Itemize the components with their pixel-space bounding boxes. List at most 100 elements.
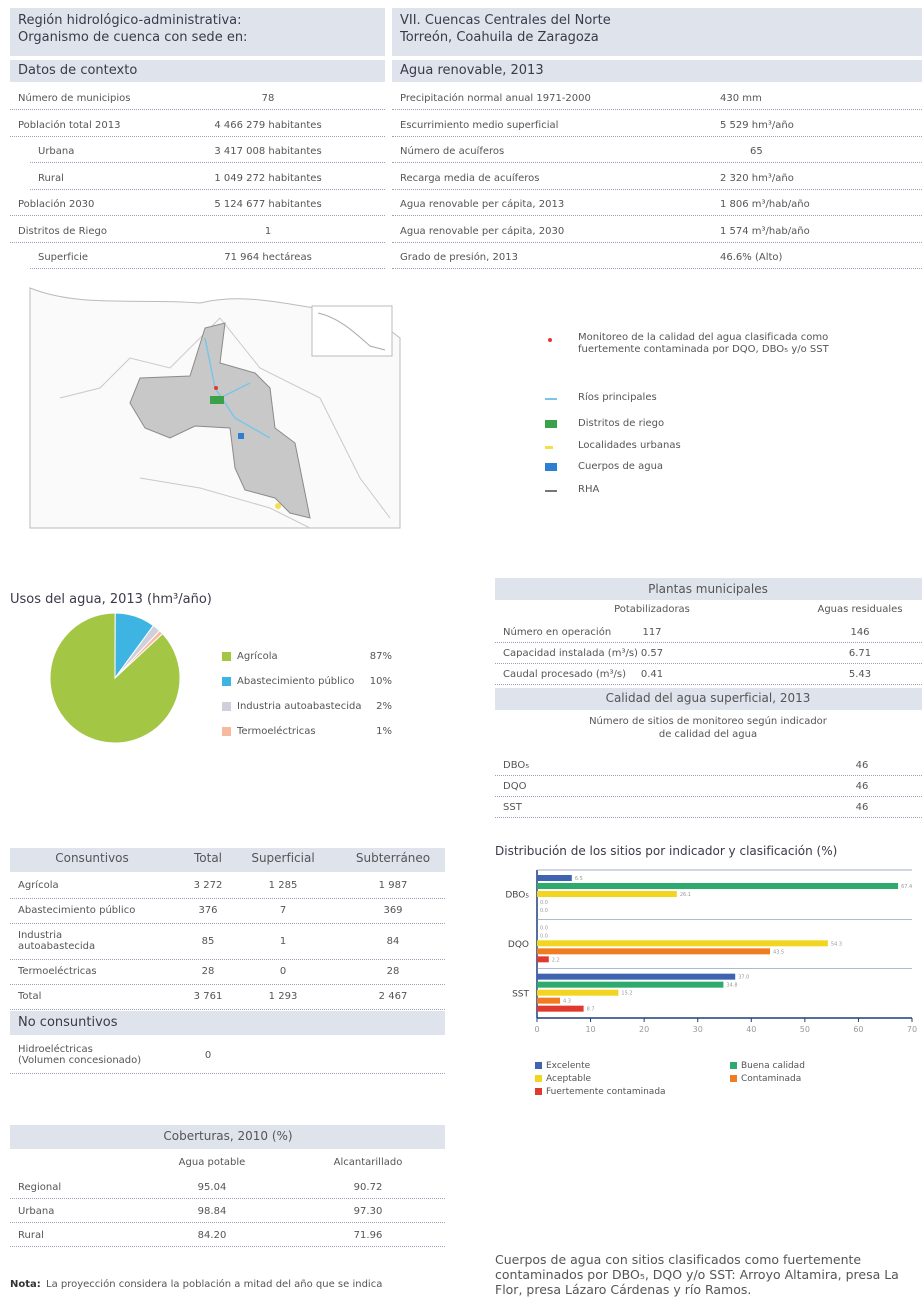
renewable-label: Recarga media de acuíferos bbox=[400, 172, 540, 184]
column-header: Superficial bbox=[251, 851, 315, 865]
row-separator bbox=[392, 135, 922, 137]
table-subtitle: Número de sitios de monitoreo según indi… bbox=[589, 716, 827, 727]
section-title: No consuntivos bbox=[18, 1015, 118, 1030]
row-separator bbox=[495, 796, 922, 797]
row-label: SST bbox=[503, 802, 522, 813]
x-tick-label: 40 bbox=[746, 1025, 756, 1034]
section-title: Agua renovable, 2013 bbox=[400, 63, 544, 78]
context-label: Rural bbox=[38, 172, 64, 184]
row-separator bbox=[495, 775, 922, 776]
basin-region bbox=[129, 322, 311, 519]
row-separator bbox=[392, 241, 922, 243]
context-label: Población total 2013 bbox=[18, 119, 121, 131]
y-tick-label: DQO bbox=[508, 940, 529, 950]
chart-title: Distribución de los sitios por indicador… bbox=[495, 844, 838, 858]
inset-outline bbox=[317, 312, 386, 351]
value-label: 4.3 bbox=[563, 999, 571, 1005]
cell: 84 bbox=[386, 935, 400, 947]
row-background bbox=[495, 688, 922, 710]
row-label: Rural bbox=[18, 1230, 44, 1241]
row-background bbox=[495, 578, 922, 600]
legend-label: Abastecimiento público bbox=[237, 676, 355, 687]
water-body bbox=[238, 433, 244, 439]
bar bbox=[537, 989, 619, 996]
column-header: Potabilizadoras bbox=[614, 604, 690, 615]
legend-value: 87% bbox=[369, 651, 392, 662]
cell: 1 987 bbox=[378, 880, 408, 891]
row-background bbox=[392, 60, 922, 82]
row-label: DBO₅ bbox=[503, 760, 530, 771]
context-value: 71 964 hectáreas bbox=[224, 252, 312, 263]
map-legend-item: Cuerpos de agua bbox=[578, 461, 664, 472]
row-separator bbox=[10, 241, 385, 243]
map-legend-item: RHA bbox=[578, 484, 600, 495]
row-separator bbox=[10, 1009, 445, 1010]
context-value: 4 466 279 habitantes bbox=[214, 119, 322, 131]
cell: 95.04 bbox=[197, 1182, 227, 1193]
legend-swatch bbox=[730, 1075, 737, 1082]
legend-swatch bbox=[222, 677, 231, 686]
cell: 2 467 bbox=[378, 991, 408, 1002]
cell: 46 bbox=[855, 760, 869, 771]
cell: 3 272 bbox=[193, 880, 223, 891]
bar bbox=[537, 940, 828, 947]
row-label: Total bbox=[18, 991, 42, 1002]
table-title: Coberturas, 2010 (%) bbox=[163, 1129, 293, 1143]
legend-label: Agrícola bbox=[237, 651, 278, 662]
column-header: Consuntivos bbox=[55, 851, 129, 865]
map-legend-item: Ríos principales bbox=[578, 392, 657, 403]
legend-label: Fuertemente contaminada bbox=[546, 1087, 666, 1097]
region-value: VII. Cuencas Centrales del Norte bbox=[400, 13, 611, 28]
renewable-value: 46.6% (Alto) bbox=[720, 252, 783, 263]
value-label: 6.5 bbox=[575, 876, 583, 882]
cell: 7 bbox=[279, 905, 287, 916]
row-separator bbox=[30, 188, 385, 190]
cell: 97.30 bbox=[353, 1206, 383, 1217]
row-separator bbox=[495, 663, 922, 664]
row-label: DQO bbox=[503, 781, 527, 792]
renewable-label: Número de acuíferos bbox=[400, 146, 505, 157]
cell: 28 bbox=[386, 966, 400, 977]
legend-label: Termoeléctricas bbox=[237, 726, 316, 737]
map-legend-item: Monitoreo de la calidad del agua clasifi… bbox=[578, 332, 829, 355]
row-separator bbox=[10, 1073, 445, 1074]
row-separator bbox=[495, 642, 922, 643]
legend-label: Excelente bbox=[546, 1061, 591, 1071]
legend-swatch bbox=[535, 1075, 542, 1082]
bar-chart: DBO₅ 6.5 67.4 26.1 0.0 0.0 DQO 0.0 0.0 54.3 43.5 2.… bbox=[505, 869, 917, 1034]
y-tick-label: SST bbox=[512, 989, 529, 999]
map-legend-symbol bbox=[545, 463, 557, 471]
cell: 3 761 bbox=[193, 991, 223, 1002]
value-label: 0.0 bbox=[540, 908, 548, 914]
value-label: 0.0 bbox=[540, 933, 548, 939]
context-value: 5 124 677 habitantes bbox=[214, 199, 322, 210]
cell: 146 bbox=[850, 627, 870, 638]
cell: 376 bbox=[198, 905, 218, 916]
cell: 71.96 bbox=[353, 1230, 383, 1241]
legend-value: 10% bbox=[369, 676, 392, 687]
map bbox=[29, 287, 401, 529]
x-tick-label: 10 bbox=[585, 1025, 595, 1034]
legend-label: Contaminada bbox=[741, 1074, 802, 1084]
x-tick-label: 60 bbox=[853, 1025, 863, 1034]
x-tick-label: 30 bbox=[693, 1025, 703, 1034]
renewable-value: 2 320 hm³/año bbox=[720, 172, 794, 184]
value-label: 54.3 bbox=[831, 941, 842, 947]
cell: 0 bbox=[279, 966, 287, 977]
renewable-label: Precipitación normal anual 1971-2000 bbox=[400, 93, 591, 104]
legend-label: Buena calidad bbox=[741, 1061, 805, 1071]
value-label: 2.2 bbox=[552, 957, 560, 963]
context-value: 3 417 008 habitantes bbox=[214, 146, 322, 157]
renewable-label: Grado de presión, 2013 bbox=[400, 252, 518, 263]
bar bbox=[537, 981, 724, 988]
row-separator bbox=[10, 135, 385, 137]
value-label: 0.0 bbox=[540, 900, 548, 906]
cell: 1 293 bbox=[268, 991, 298, 1002]
legend-swatch bbox=[222, 727, 231, 736]
map-legend-symbol bbox=[545, 420, 557, 428]
row-label: Urbana bbox=[18, 1206, 55, 1217]
row-background bbox=[10, 848, 445, 872]
cell: 98.84 bbox=[197, 1206, 227, 1217]
bar bbox=[537, 997, 561, 1004]
context-value: 1 bbox=[264, 225, 272, 237]
